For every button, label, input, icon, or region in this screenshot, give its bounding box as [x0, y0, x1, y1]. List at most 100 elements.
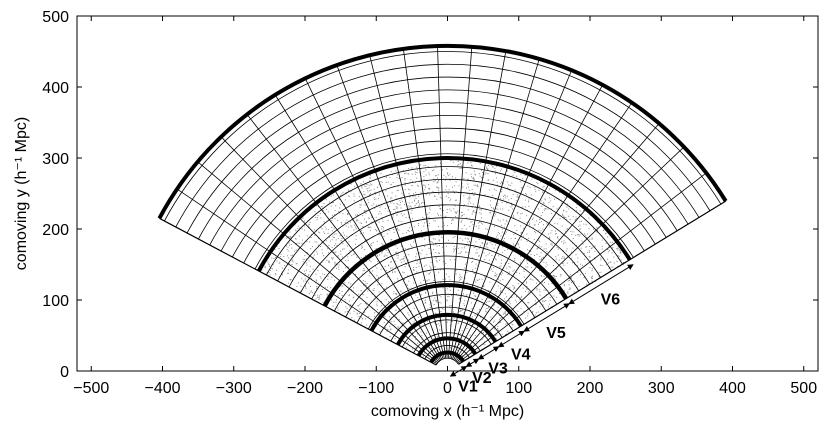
galaxy-point	[360, 290, 362, 292]
galaxy-point	[463, 224, 465, 226]
galaxy-point	[482, 304, 484, 305]
galaxy-point	[485, 246, 487, 248]
galaxy-point	[295, 243, 297, 244]
galaxy-point	[460, 333, 462, 334]
galaxy-point	[617, 255, 619, 256]
galaxy-point	[473, 195, 475, 196]
galaxy-point	[335, 239, 337, 241]
galaxy-point	[364, 209, 365, 211]
galaxy-point	[475, 184, 477, 186]
galaxy-point	[520, 239, 522, 241]
galaxy-point	[583, 258, 585, 260]
grid-radial	[456, 146, 685, 363]
galaxy-point	[466, 328, 468, 330]
galaxy-point	[449, 305, 451, 306]
galaxy-point	[320, 293, 322, 295]
galaxy-point	[337, 255, 339, 257]
galaxy-point	[500, 274, 502, 276]
galaxy-point	[334, 210, 336, 211]
galaxy-point	[541, 259, 542, 261]
galaxy-point	[335, 301, 337, 303]
galaxy-point	[410, 302, 411, 304]
galaxy-point	[289, 244, 290, 246]
galaxy-point	[434, 257, 436, 259]
galaxy-point	[469, 340, 471, 341]
galaxy-point	[558, 248, 559, 250]
galaxy-point	[459, 237, 461, 239]
galaxy-point	[528, 197, 530, 199]
galaxy-point	[556, 276, 558, 277]
galaxy-point	[588, 255, 590, 257]
galaxy-point	[323, 203, 325, 204]
galaxy-point	[339, 207, 341, 209]
galaxy-point	[506, 170, 508, 172]
galaxy-point	[437, 213, 439, 215]
galaxy-point	[575, 245, 577, 246]
galaxy-point	[394, 324, 396, 326]
galaxy-point	[420, 192, 422, 194]
galaxy-point	[376, 298, 378, 300]
galaxy-point	[421, 335, 423, 337]
galaxy-point	[483, 176, 484, 178]
galaxy-point	[446, 185, 447, 187]
galaxy-point	[565, 250, 567, 252]
galaxy-point	[417, 202, 419, 204]
galaxy-point	[407, 265, 409, 267]
galaxy-point	[336, 264, 338, 266]
galaxy-point	[386, 270, 388, 272]
galaxy-point	[611, 252, 613, 254]
galaxy-point	[307, 275, 309, 277]
galaxy-point	[319, 232, 321, 234]
galaxy-point	[562, 256, 564, 258]
galaxy-point	[490, 268, 492, 270]
galaxy-point	[397, 227, 399, 229]
galaxy-point	[394, 208, 396, 210]
galaxy-point	[578, 235, 580, 237]
galaxy-point	[542, 228, 544, 230]
galaxy-point	[505, 313, 507, 315]
galaxy-point	[417, 223, 419, 224]
galaxy-point	[478, 255, 480, 257]
galaxy-point	[417, 201, 419, 203]
galaxy-point	[389, 316, 390, 318]
galaxy-point	[387, 252, 389, 254]
galaxy-point	[475, 263, 477, 265]
galaxy-point	[522, 287, 524, 289]
galaxy-point	[617, 249, 619, 251]
galaxy-point	[522, 178, 524, 180]
galaxy-point	[410, 179, 412, 181]
galaxy-point	[429, 207, 431, 209]
galaxy-point	[553, 265, 554, 266]
galaxy-point	[453, 251, 455, 253]
galaxy-point	[591, 270, 593, 272]
galaxy-point	[357, 214, 358, 216]
galaxy-point	[468, 186, 469, 188]
galaxy-point	[415, 198, 417, 199]
galaxy-point	[513, 269, 515, 271]
galaxy-point	[545, 243, 547, 245]
galaxy-point	[428, 222, 430, 224]
galaxy-point	[339, 312, 341, 314]
galaxy-point	[509, 266, 511, 268]
galaxy-point	[301, 228, 303, 230]
galaxy-point	[449, 279, 451, 281]
galaxy-point	[371, 245, 373, 247]
galaxy-point	[453, 208, 455, 210]
galaxy-point	[441, 333, 443, 335]
galaxy-point	[364, 311, 366, 313]
galaxy-point	[269, 265, 270, 267]
galaxy-point	[468, 245, 469, 247]
galaxy-point	[435, 242, 436, 244]
galaxy-point	[493, 247, 495, 249]
galaxy-point	[484, 344, 486, 346]
galaxy-point	[542, 212, 543, 213]
galaxy-point	[470, 173, 472, 175]
x-tick-label: 500	[790, 380, 817, 397]
galaxy-point	[321, 288, 323, 290]
galaxy-point	[389, 326, 391, 328]
galaxy-point	[506, 221, 508, 223]
galaxy-point	[433, 338, 435, 340]
galaxy-point	[391, 267, 393, 269]
galaxy-point	[423, 218, 425, 220]
galaxy-point	[442, 169, 443, 171]
